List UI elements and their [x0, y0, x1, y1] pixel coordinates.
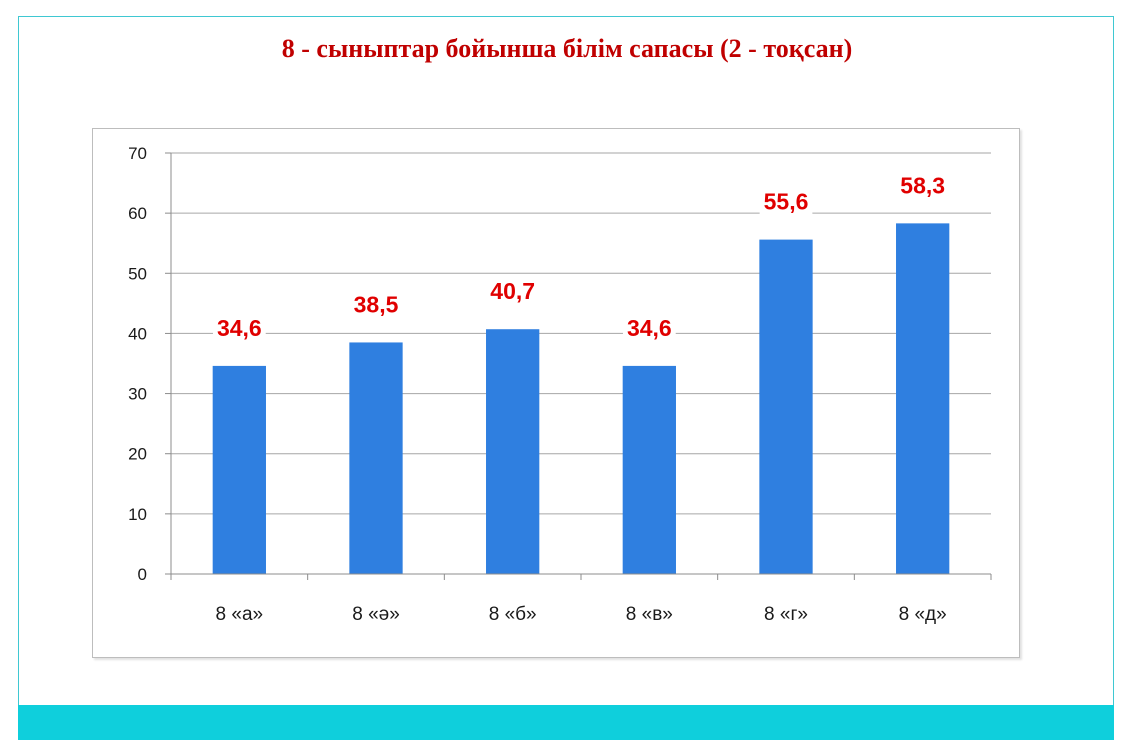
- bar-chart: 0 10 20 30 40 50 60 70 8 «а» 8 «ә» 8 «б» 8 «в» 8 «г»…: [128, 144, 992, 625]
- data-label: 40,7: [490, 278, 535, 304]
- chart-container: 0 10 20 30 40 50 60 70 8 «а» 8 «ә» 8 «б» 8 «в» 8 «г»…: [92, 128, 1020, 658]
- bar: [349, 342, 403, 574]
- y-tick-label: 40: [128, 324, 147, 343]
- data-label: 38,5: [354, 291, 399, 317]
- x-tick-label: 8 «г»: [764, 604, 808, 625]
- y-tick-label: 20: [128, 445, 147, 464]
- bar: [896, 223, 950, 575]
- bar: [486, 329, 540, 574]
- bar: [212, 365, 266, 574]
- bar: [759, 239, 813, 574]
- data-label-background: [896, 170, 950, 201]
- data-label: 34,6: [217, 315, 262, 341]
- y-tick-label: 50: [128, 264, 147, 283]
- axes: 0 10 20 30 40 50 60 70 8 «а» 8 «ә» 8 «б» 8 «в» 8 «г»…: [128, 144, 992, 625]
- y-tick-label: 60: [128, 204, 147, 223]
- data-label-background: [486, 276, 540, 307]
- x-tick-label: 8 «б»: [489, 604, 537, 625]
- data-label-background: [759, 186, 813, 217]
- slide-title: 8 - сыныптар бойынша білім сапасы (2 - т…: [281, 34, 853, 63]
- bars: [212, 223, 950, 575]
- y-tick-label: 70: [128, 144, 147, 163]
- y-tick-label: 30: [128, 385, 147, 404]
- x-tick-label: 8 «д»: [899, 604, 947, 625]
- gridlines: [171, 152, 991, 515]
- data-labels: 34,6 38,5 40,7 34,6 55,6 58,3: [212, 170, 950, 343]
- data-label: 55,6: [764, 189, 809, 215]
- x-tick-label: 8 «в»: [626, 604, 673, 625]
- data-label-background: [212, 312, 266, 343]
- data-label: 58,3: [900, 172, 945, 198]
- y-tick-label: 0: [138, 565, 147, 584]
- y-tick-label: 10: [128, 505, 147, 524]
- data-label-background: [349, 289, 403, 320]
- x-tick-label: 8 «а»: [216, 604, 264, 625]
- data-label-background: [622, 312, 676, 343]
- bottom-accent-band: [18, 705, 1114, 740]
- x-tick-label: 8 «ә»: [352, 604, 400, 625]
- bar: [622, 365, 676, 574]
- data-label: 34,6: [627, 315, 672, 341]
